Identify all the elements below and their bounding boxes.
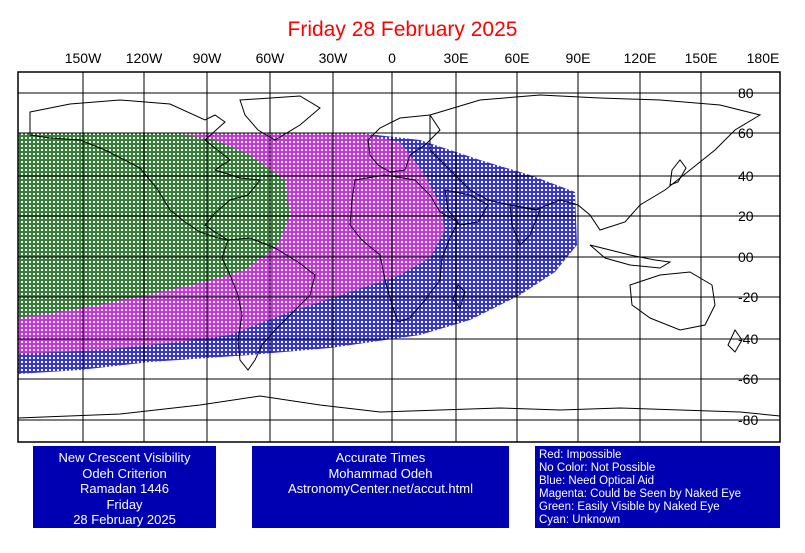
legend-no-color: No Color: Not Possible <box>539 462 656 474</box>
lon-label-30e: 30E <box>443 50 469 66</box>
asia-outline <box>429 94 762 231</box>
map-title: Friday 28 February 2025 <box>287 18 518 41</box>
credits-info-box: Accurate Times Mohammad Odeh AstronomyCe… <box>252 446 509 528</box>
lon-label-150e: 150E <box>684 50 718 66</box>
legend-blue: Blue: Need Optical Aid <box>539 475 655 487</box>
lon-label-30w: 30W <box>318 50 348 66</box>
india-outline <box>509 204 541 246</box>
australia-outline <box>629 271 716 331</box>
legend-red: Red: Impossible <box>539 449 622 461</box>
south-america-outline <box>221 237 316 371</box>
lon-label-90w: 90W <box>192 50 222 66</box>
legend-magenta: Magenta: Could be Seen by Naked Eye <box>539 488 742 500</box>
legend-box: Red: Impossible No Color: Not Possible B… <box>535 446 780 528</box>
info-middle-line-2: Mohammad Odeh <box>328 465 433 481</box>
coastlines <box>17 94 781 419</box>
africa-outline <box>349 174 459 323</box>
lon-label-120w: 120W <box>125 50 163 66</box>
info-middle-website[interactable]: AstronomyCenter.net/accut.html <box>288 481 473 496</box>
indonesia-outline <box>589 244 672 269</box>
arabia-outline <box>444 189 489 226</box>
legend-green: Green: Easily Visible by Naked Eye <box>539 501 720 513</box>
north-america-outline <box>29 99 261 241</box>
info-middle-line-1: Accurate Times <box>335 450 426 465</box>
graticule <box>18 72 780 442</box>
info-left-line-1: New Crescent Visibility <box>58 450 191 465</box>
lon-label-0: 0 <box>388 50 396 66</box>
lon-label-60w: 60W <box>255 50 285 66</box>
info-left-line-5: 28 February 2025 <box>73 512 176 527</box>
info-left-line-3: Ramadan 1446 <box>80 481 169 496</box>
europe-outline <box>367 114 441 173</box>
zone-green <box>18 133 290 318</box>
madagascar-outline <box>452 284 466 310</box>
map-frame <box>17 71 781 443</box>
lon-label-180e: 180E <box>746 50 780 66</box>
info-left-line-4: Friday <box>106 496 143 512</box>
info-left-line-2: Odeh Criterion <box>82 465 167 481</box>
lon-label-60e: 60E <box>504 50 530 66</box>
lon-label-90e: 90E <box>565 50 591 66</box>
legend-cyan: Cyan: Unknown <box>539 514 621 526</box>
antarctica-outline <box>17 395 781 419</box>
new-zealand-outline <box>727 329 743 353</box>
japan-outline <box>669 159 687 186</box>
lon-label-120e: 120E <box>623 50 657 66</box>
lon-label-150w: 150W <box>64 50 102 66</box>
criterion-info-box: New Crescent Visibility Odeh Criterion R… <box>33 446 216 528</box>
